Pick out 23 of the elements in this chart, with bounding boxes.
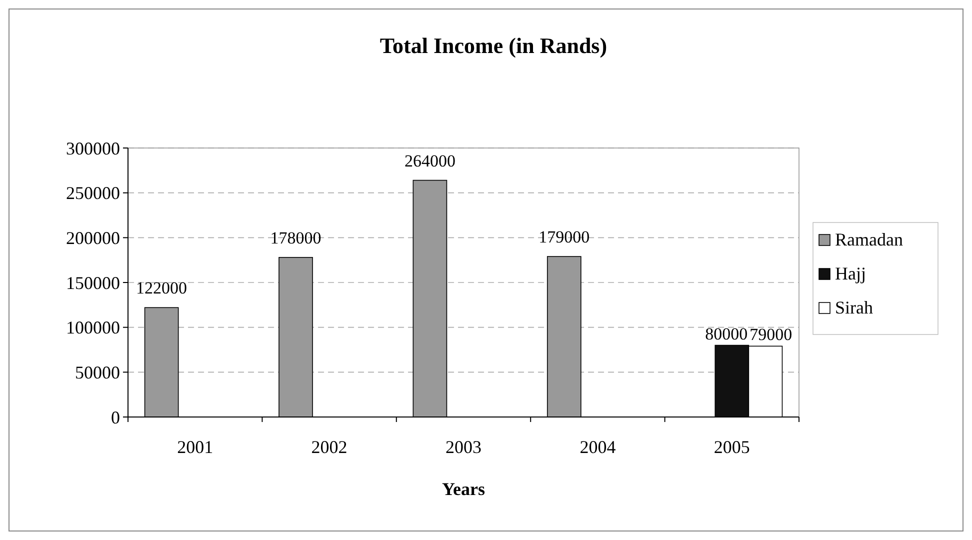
data-label: 79000 — [750, 325, 792, 344]
legend-label: Sirah — [835, 298, 873, 318]
chart-title: Total Income (in Rands) — [380, 33, 608, 58]
x-tick-label: 2004 — [580, 437, 616, 457]
y-tick-label: 50000 — [75, 362, 120, 382]
y-tick-label: 150000 — [66, 272, 120, 293]
y-tick-label: 100000 — [66, 318, 120, 338]
data-label: 80000 — [705, 324, 748, 344]
x-tick-label: 2002 — [311, 437, 348, 457]
data-label: 122000 — [136, 278, 188, 298]
y-tick-label: 0 — [111, 407, 120, 428]
legend-label: Ramadan — [835, 230, 903, 250]
y-tick-label: 200000 — [66, 228, 120, 248]
data-label: 178000 — [270, 228, 322, 248]
data-label: 264000 — [404, 151, 456, 170]
data-label: 179000 — [538, 227, 590, 246]
x-tick-label: 2005 — [714, 437, 750, 457]
x-axis-title: Years — [442, 479, 485, 499]
x-tick-label: 2003 — [446, 437, 482, 457]
legend-label: Hajj — [835, 264, 866, 284]
y-tick-label: 300000 — [66, 138, 120, 158]
x-tick-label: 2001 — [177, 437, 214, 457]
y-tick-label: 250000 — [66, 183, 120, 204]
